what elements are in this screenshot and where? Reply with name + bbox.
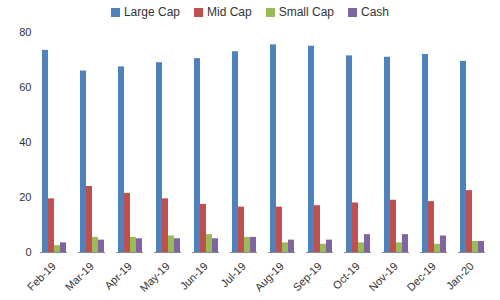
svg-text:40: 40 bbox=[19, 136, 31, 148]
svg-text:80: 80 bbox=[19, 26, 31, 38]
svg-text:Mar-19: Mar-19 bbox=[63, 260, 96, 293]
svg-text:Dec-19: Dec-19 bbox=[404, 260, 438, 294]
svg-text:20: 20 bbox=[19, 191, 31, 203]
svg-text:Feb-19: Feb-19 bbox=[25, 260, 58, 293]
html-text:Large Cap: Large Cap bbox=[123, 5, 180, 19]
svg-text:Aug-19: Aug-19 bbox=[252, 260, 286, 294]
svg-text:May-19: May-19 bbox=[137, 260, 171, 294]
svg-text:Jul-19: Jul-19 bbox=[218, 260, 248, 290]
svg-text:Jan-20: Jan-20 bbox=[444, 260, 476, 292]
svg-text:Oct-19: Oct-19 bbox=[330, 260, 362, 292]
html-text:Small Cap: Small Cap bbox=[278, 5, 334, 19]
html-text:Mid Cap: Mid Cap bbox=[207, 5, 252, 19]
svg-text:Jun-19: Jun-19 bbox=[178, 260, 210, 292]
svg-text:Nov-19: Nov-19 bbox=[366, 260, 400, 294]
html-text:Cash: Cash bbox=[361, 5, 389, 19]
svg-text:Apr-19: Apr-19 bbox=[102, 260, 134, 292]
svg-text:60: 60 bbox=[19, 81, 31, 93]
svg-text:Sep-19: Sep-19 bbox=[290, 260, 324, 294]
svg-text:0: 0 bbox=[25, 246, 31, 258]
